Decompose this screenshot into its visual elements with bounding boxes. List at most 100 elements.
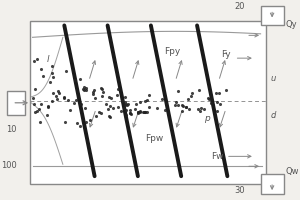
Point xyxy=(116,106,121,109)
Text: l: l xyxy=(47,55,50,64)
Point xyxy=(123,113,128,117)
Point xyxy=(122,96,127,99)
Point xyxy=(107,105,112,108)
Text: 10: 10 xyxy=(6,125,16,134)
Point xyxy=(78,124,83,127)
Point xyxy=(66,98,70,102)
Point xyxy=(81,88,85,91)
Point xyxy=(119,100,124,103)
Point xyxy=(72,102,76,105)
Point xyxy=(109,96,113,99)
Point xyxy=(36,107,41,110)
Point xyxy=(91,93,95,96)
Point xyxy=(197,89,202,92)
Point xyxy=(116,88,120,91)
Point xyxy=(38,121,42,124)
Point xyxy=(199,107,204,110)
Bar xyxy=(261,174,284,194)
Point xyxy=(83,86,88,89)
Point xyxy=(143,111,148,114)
Bar xyxy=(30,21,266,184)
Point xyxy=(143,99,148,102)
Text: 20: 20 xyxy=(234,2,245,11)
Point xyxy=(38,103,43,106)
Point xyxy=(35,57,40,61)
Point xyxy=(74,121,79,125)
Point xyxy=(184,105,188,109)
Point xyxy=(133,103,138,106)
Point xyxy=(146,105,151,108)
Point xyxy=(56,89,61,92)
Text: p: p xyxy=(204,114,210,123)
Point xyxy=(47,80,52,83)
Point xyxy=(68,108,72,112)
Point xyxy=(196,107,201,110)
Point xyxy=(127,112,132,115)
Point xyxy=(78,77,82,80)
Text: Fpy: Fpy xyxy=(164,47,180,56)
Point xyxy=(41,74,46,77)
Point xyxy=(62,120,67,123)
Point xyxy=(108,116,112,119)
Point xyxy=(99,111,103,115)
Point xyxy=(224,88,228,92)
Point xyxy=(126,102,130,105)
Point xyxy=(214,110,219,113)
Point xyxy=(106,114,111,117)
Point xyxy=(140,110,145,113)
Point xyxy=(217,91,222,95)
Point xyxy=(50,72,55,75)
Text: Fpw: Fpw xyxy=(145,134,164,143)
Text: Fy: Fy xyxy=(222,50,231,59)
Point xyxy=(50,65,55,68)
Point xyxy=(106,107,111,111)
Point xyxy=(122,106,127,110)
Point xyxy=(209,101,214,104)
Point xyxy=(119,109,124,113)
Point xyxy=(96,110,101,113)
Point xyxy=(137,110,142,113)
Point xyxy=(123,102,128,106)
Text: Fw: Fw xyxy=(212,152,224,161)
Point xyxy=(144,99,149,102)
Point xyxy=(198,110,203,113)
Point xyxy=(162,109,167,112)
Point xyxy=(135,111,140,114)
Point xyxy=(32,60,36,63)
Point xyxy=(33,88,38,91)
Point xyxy=(176,90,181,93)
Point xyxy=(82,86,87,89)
Point xyxy=(98,87,103,90)
Point xyxy=(128,108,133,111)
Point xyxy=(31,102,36,105)
Point xyxy=(82,106,87,109)
Point xyxy=(84,120,88,124)
Point xyxy=(49,99,54,103)
Point xyxy=(81,88,86,91)
Point xyxy=(180,109,184,112)
Point xyxy=(181,104,185,107)
Point xyxy=(218,102,222,105)
Point xyxy=(160,97,165,100)
Text: 100: 100 xyxy=(1,161,17,170)
Text: u: u xyxy=(271,74,276,83)
Point xyxy=(125,104,130,107)
Text: 30: 30 xyxy=(234,186,245,195)
Point xyxy=(88,119,93,122)
Point xyxy=(91,90,95,94)
Point xyxy=(122,103,127,107)
Point xyxy=(142,111,146,114)
Point xyxy=(31,97,36,100)
Bar xyxy=(7,91,25,115)
Point xyxy=(99,95,104,98)
Point xyxy=(62,97,67,100)
Point xyxy=(54,94,58,98)
Point xyxy=(189,94,194,97)
Point xyxy=(123,100,128,103)
Point xyxy=(147,93,152,96)
Point xyxy=(206,97,211,100)
Text: Qy: Qy xyxy=(285,20,297,29)
Point xyxy=(154,106,159,109)
Point xyxy=(184,105,188,108)
Point xyxy=(92,89,96,92)
